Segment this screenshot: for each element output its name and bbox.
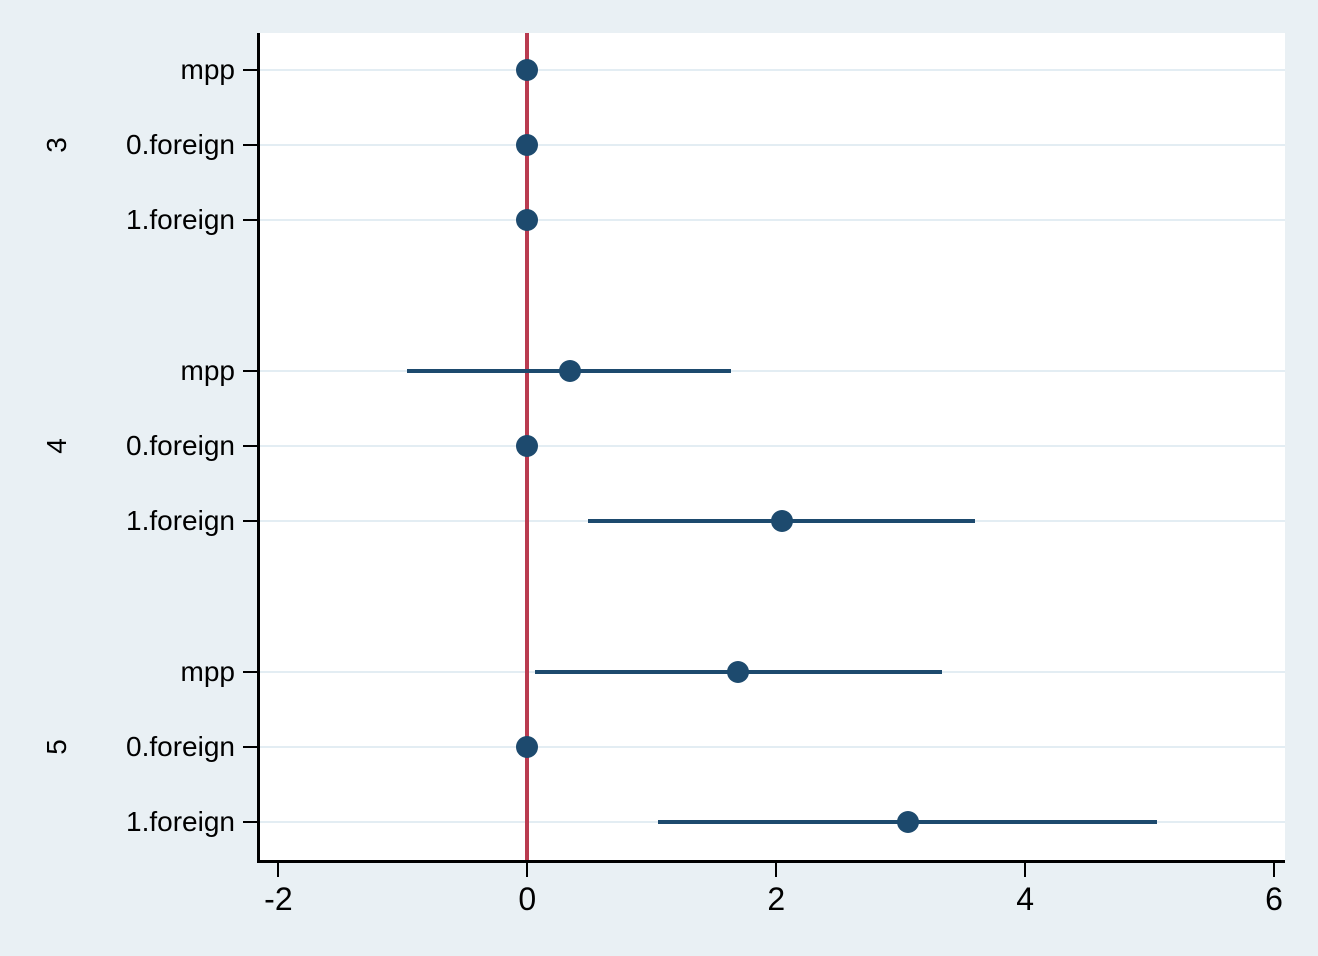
x-axis-tick-label: -2 bbox=[264, 881, 293, 917]
grid-line bbox=[260, 219, 1285, 221]
y-axis-tick bbox=[243, 821, 257, 823]
group-label: 4 bbox=[41, 438, 72, 454]
x-axis-tick-label: 6 bbox=[1265, 881, 1283, 917]
grid-line bbox=[260, 746, 1285, 748]
category-label: 0.foreign bbox=[126, 129, 235, 160]
y-axis-tick bbox=[243, 445, 257, 447]
grid-line bbox=[260, 370, 1285, 372]
x-axis-tick-label: 2 bbox=[767, 881, 786, 917]
category-label: 0.foreign bbox=[126, 731, 235, 762]
y-axis-tick bbox=[243, 520, 257, 522]
y-axis-tick bbox=[243, 69, 257, 71]
y-axis-line bbox=[257, 33, 260, 863]
estimate-dot bbox=[516, 209, 539, 231]
category-label: 1.foreign bbox=[126, 806, 235, 837]
x-axis-tick bbox=[1024, 863, 1027, 877]
y-axis-tick bbox=[243, 671, 257, 673]
category-label: 1.foreign bbox=[126, 505, 235, 536]
category-label: mpp bbox=[180, 355, 235, 386]
category-label: 0.foreign bbox=[126, 430, 235, 461]
category-label: mpp bbox=[180, 54, 235, 85]
estimate-dot bbox=[558, 360, 581, 382]
category-label: 1.foreign bbox=[126, 204, 235, 235]
group-label: 3 bbox=[41, 137, 72, 153]
estimate-dot bbox=[771, 510, 794, 532]
y-axis-tick bbox=[243, 746, 257, 748]
y-axis-tick bbox=[243, 144, 257, 146]
x-axis-tick bbox=[277, 863, 280, 877]
estimate-dot bbox=[516, 736, 539, 758]
x-axis-tick-label: 0 bbox=[518, 881, 537, 917]
x-axis-tick bbox=[775, 863, 778, 877]
group-label: 5 bbox=[41, 739, 72, 755]
grid-line bbox=[260, 69, 1285, 71]
estimate-dot bbox=[516, 435, 539, 457]
plot-area bbox=[260, 33, 1285, 860]
y-axis-tick bbox=[243, 219, 257, 221]
estimate-dot bbox=[897, 811, 920, 833]
estimate-dot bbox=[516, 134, 539, 156]
estimate-dot bbox=[726, 661, 749, 683]
x-axis-tick bbox=[526, 863, 529, 877]
grid-line bbox=[260, 445, 1285, 447]
category-label: mpp bbox=[180, 656, 235, 687]
grid-line bbox=[260, 144, 1285, 146]
y-axis-tick bbox=[243, 370, 257, 372]
x-axis-tick bbox=[1273, 863, 1276, 877]
x-axis-tick-label: 4 bbox=[1016, 881, 1035, 917]
estimate-dot bbox=[516, 59, 539, 81]
x-axis-line bbox=[257, 860, 1285, 863]
